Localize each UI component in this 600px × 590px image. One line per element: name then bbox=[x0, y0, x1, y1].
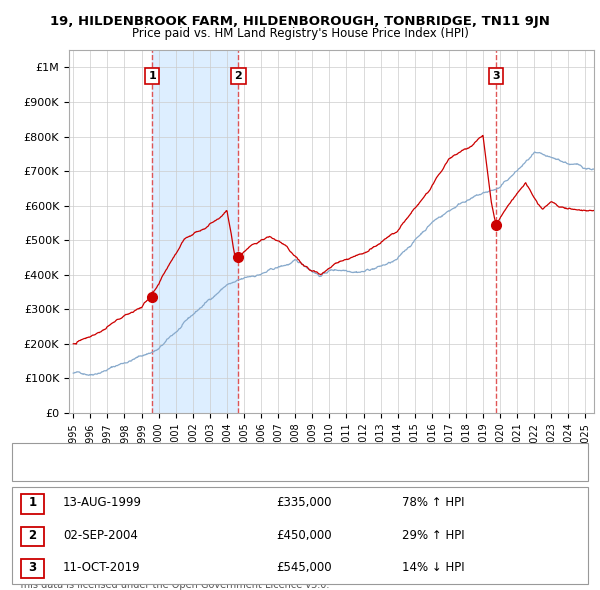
Text: 02-SEP-2004: 02-SEP-2004 bbox=[63, 529, 138, 542]
Text: ——: —— bbox=[24, 465, 49, 478]
Text: 78% ↑ HPI: 78% ↑ HPI bbox=[402, 496, 464, 510]
Text: 1: 1 bbox=[148, 71, 156, 81]
Text: 14% ↓ HPI: 14% ↓ HPI bbox=[402, 561, 464, 575]
Text: 11-OCT-2019: 11-OCT-2019 bbox=[63, 561, 140, 575]
Text: 19, HILDENBROOK FARM, HILDENBOROUGH, TONBRIDGE, TN11 9JN (detached house): 19, HILDENBROOK FARM, HILDENBOROUGH, TON… bbox=[66, 448, 511, 458]
Text: Price paid vs. HM Land Registry's House Price Index (HPI): Price paid vs. HM Land Registry's House … bbox=[131, 27, 469, 40]
Text: £335,000: £335,000 bbox=[276, 496, 331, 510]
Text: 2: 2 bbox=[235, 71, 242, 81]
Text: This data is licensed under the Open Government Licence v3.0.: This data is licensed under the Open Gov… bbox=[18, 581, 329, 590]
Text: £545,000: £545,000 bbox=[276, 561, 332, 575]
Text: 3: 3 bbox=[493, 71, 500, 81]
Text: 2: 2 bbox=[28, 529, 37, 542]
Text: 1: 1 bbox=[28, 496, 37, 510]
Bar bbox=[152, 50, 238, 413]
Text: Contains HM Land Registry data © Crown copyright and database right 2024.: Contains HM Land Registry data © Crown c… bbox=[18, 571, 398, 580]
Text: £450,000: £450,000 bbox=[276, 529, 332, 542]
Text: 19, HILDENBROOK FARM, HILDENBOROUGH, TONBRIDGE, TN11 9JN: 19, HILDENBROOK FARM, HILDENBOROUGH, TON… bbox=[50, 15, 550, 28]
Text: 3: 3 bbox=[28, 561, 37, 575]
Text: HPI: Average price, detached house, Tonbridge and Malling: HPI: Average price, detached house, Tonb… bbox=[66, 466, 374, 476]
Text: 29% ↑ HPI: 29% ↑ HPI bbox=[402, 529, 464, 542]
Text: ——: —— bbox=[24, 447, 49, 460]
Text: 13-AUG-1999: 13-AUG-1999 bbox=[63, 496, 142, 510]
